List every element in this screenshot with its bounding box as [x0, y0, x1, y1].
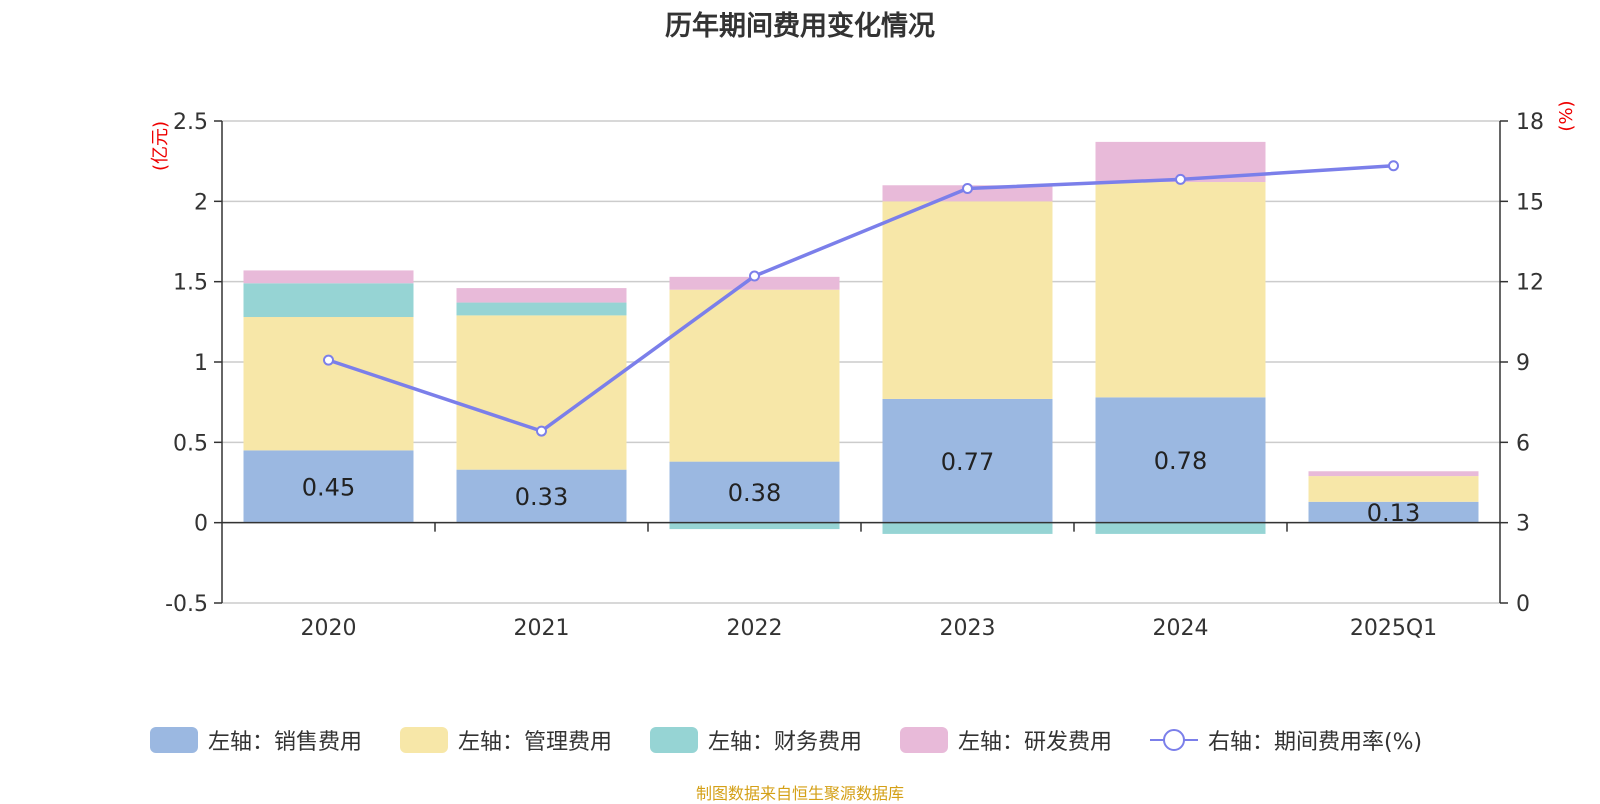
left-axis-tick-label: 2 — [194, 190, 208, 215]
bar-segment-series3-2021 — [456, 288, 627, 303]
right-axis-tick-label: 3 — [1516, 512, 1530, 537]
right-axis-tick-label: 15 — [1516, 190, 1544, 215]
right-axis-tick-label: 18 — [1516, 110, 1544, 135]
left-axis-tick-label: 0.5 — [173, 431, 208, 456]
bar-segment-series0-2021 — [456, 469, 627, 523]
right-axis-tick-label: 9 — [1516, 351, 1530, 376]
bar-segment-series2-2020 — [243, 283, 414, 318]
legend-item-admin[interactable]: 左轴：管理费用 — [400, 722, 612, 758]
bar-segment-series1-2020 — [243, 317, 414, 451]
bar-value-label: 0.38 — [728, 479, 781, 507]
x-axis-tick-label: 2024 — [1153, 616, 1209, 641]
legend-item-rnd[interactable]: 左轴：研发费用 — [900, 722, 1112, 758]
expense-rate-point — [323, 354, 334, 366]
legend-label-expense-rate: 右轴：期间费用率(%) — [1208, 730, 1423, 755]
left-axis-unit-label: (亿元) — [150, 121, 171, 171]
left-axis-tick-label: 0 — [194, 512, 208, 537]
left-axis-tick-label: -0.5 — [165, 592, 208, 617]
bar-segment-series1-2024 — [1095, 182, 1266, 398]
x-axis-tick-label: 2022 — [727, 616, 783, 641]
expense-rate-point — [1388, 160, 1399, 172]
expense-rate-point — [536, 425, 547, 437]
source-note: 制图数据来自恒生聚源数据库 — [695, 784, 904, 803]
legend-label-finance: 左轴：财务费用 — [708, 730, 863, 755]
legend-swatch-sales — [150, 727, 198, 753]
x-axis-tick-label: 2025Q1 — [1350, 616, 1437, 641]
expense-rate-point — [749, 270, 760, 282]
bar-segment-series1-2022 — [669, 289, 840, 462]
x-axis-tick-label: 2023 — [940, 616, 996, 641]
left-axis-tick-label: 1 — [194, 351, 208, 376]
bar-segment-series1-2023 — [882, 201, 1053, 399]
bar-segment-series2-2023 — [882, 522, 1053, 534]
bar-segment-series0-2023 — [882, 398, 1053, 523]
bar-segment-series0-2022 — [669, 461, 840, 523]
bar-segment-series3-2022 — [669, 276, 840, 290]
bar-segment-series2-2022 — [669, 522, 840, 530]
bar-segment-series0-2024 — [1095, 397, 1266, 523]
x-axis-tick-label: 2020 — [301, 616, 357, 641]
bar-segment-series1-2021 — [456, 315, 627, 470]
right-axis-tick-label: 6 — [1516, 431, 1530, 456]
x-axis-tick-label: 2021 — [514, 616, 570, 641]
legend-item-expense-rate[interactable]: 右轴：期间费用率(%) — [1150, 722, 1422, 758]
right-axis-unit-label: (%) — [1556, 100, 1577, 131]
legend-label-sales: 左轴：销售费用 — [208, 730, 363, 755]
legend-swatch-rnd — [900, 727, 948, 753]
expense-rate-point — [962, 182, 973, 194]
bar-segment-series3-2025Q1 — [1308, 471, 1479, 477]
bar-segment-series1-2025Q1 — [1308, 476, 1479, 502]
expense-rate-point — [1175, 173, 1186, 185]
legend-item-finance[interactable]: 左轴：财务费用 — [650, 722, 862, 758]
legend-item-sales[interactable]: 左轴：销售费用 — [150, 722, 362, 758]
legend-swatch-finance — [650, 727, 698, 753]
bar-segment-series2-2021 — [456, 302, 627, 316]
legend-label-rnd: 左轴：研发费用 — [958, 730, 1113, 755]
expense-rate-line — [327, 163, 1394, 434]
chart-title: 历年期间费用变化情况 — [665, 11, 935, 42]
right-axis-tick-label: 0 — [1516, 592, 1530, 617]
bar-segment-series0-2020 — [243, 450, 414, 523]
bar-segment-series3-2020 — [243, 270, 414, 284]
legend-line-marker-icon — [1150, 727, 1198, 753]
bar-segment-series2-2024 — [1095, 522, 1266, 534]
legend: 左轴：销售费用 左轴：管理费用 左轴：财务费用 左轴：研发费用 右轴：期间费用率… — [0, 722, 1600, 758]
bar-value-label: 0.45 — [302, 474, 355, 502]
legend-swatch-admin — [400, 727, 448, 753]
right-axis-tick-label: 12 — [1516, 271, 1544, 296]
legend-label-admin: 左轴：管理费用 — [458, 730, 613, 755]
bar-value-label: 0.78 — [1154, 447, 1207, 475]
bar-value-label: 0.77 — [941, 448, 994, 476]
bar-value-label: 0.33 — [515, 483, 568, 511]
left-axis-tick-label: 1.5 — [173, 271, 208, 296]
left-axis-tick-label: 2.5 — [173, 110, 208, 135]
bar-segment-series0-2025Q1 — [1308, 501, 1479, 523]
